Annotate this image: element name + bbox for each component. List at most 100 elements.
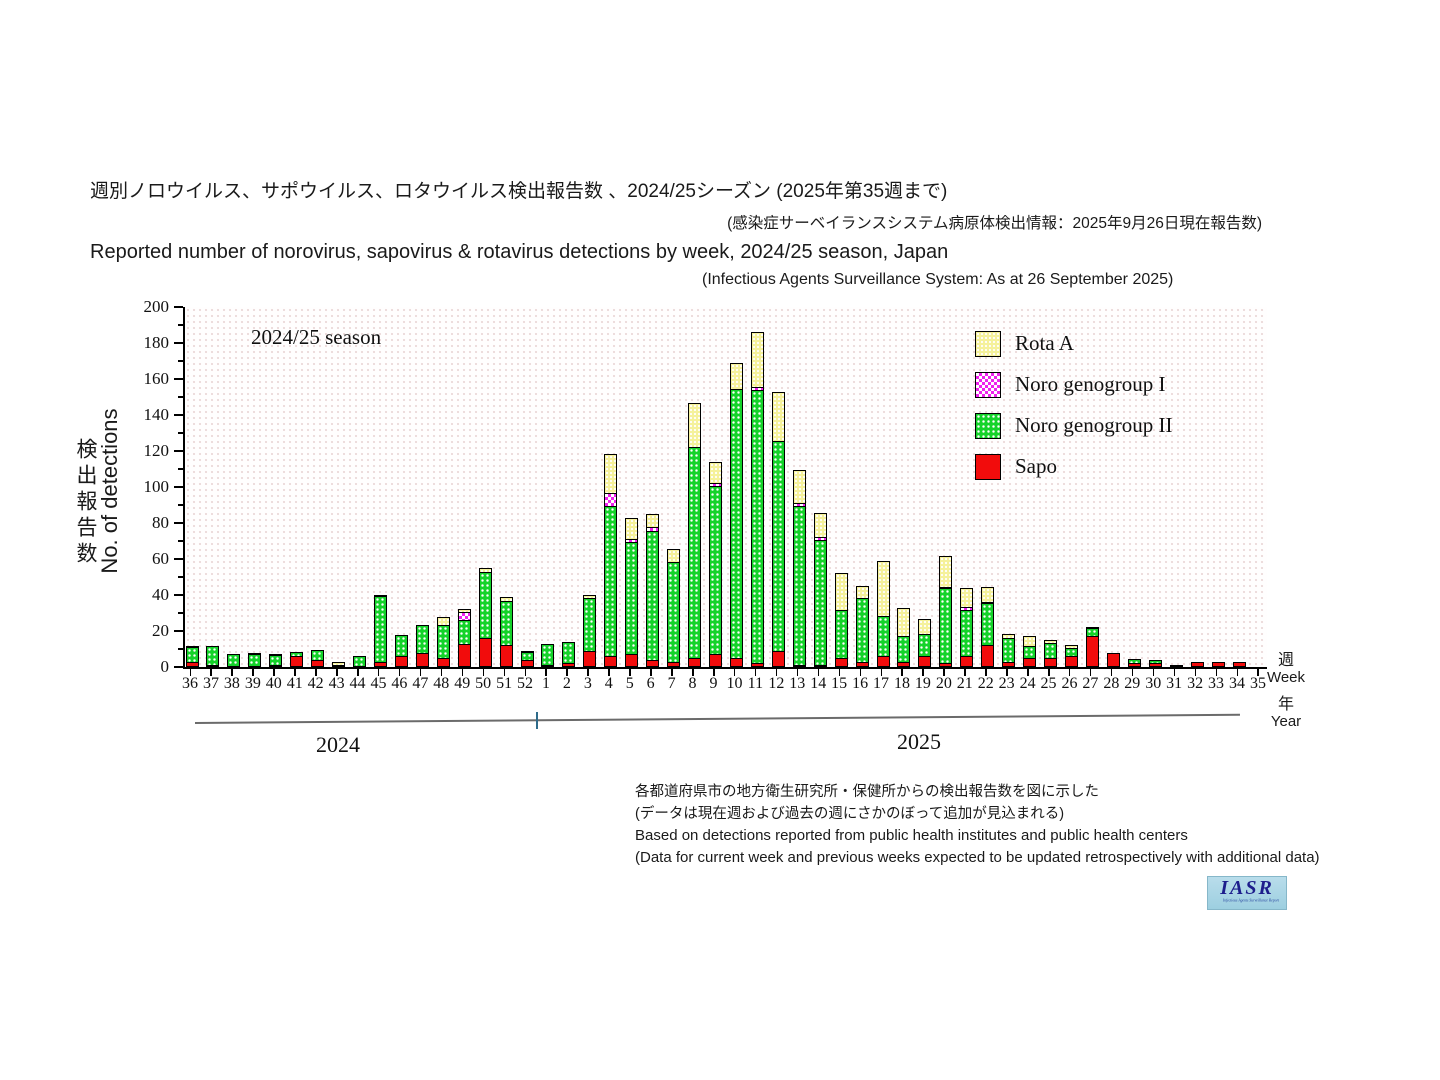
bar-week-3-sapo <box>583 651 597 667</box>
bar-week-39-gi <box>248 653 262 655</box>
footnote-en-1: Based on detections reported from public… <box>635 827 1188 844</box>
x-axis-label-w44: 44 <box>349 675 366 692</box>
x-axis-label-w46: 46 <box>391 675 408 692</box>
x-axis-tick-w19 <box>922 669 924 676</box>
y-axis-label-160: 160 <box>143 369 170 388</box>
y-axis-tick-180 <box>174 342 183 344</box>
x-axis-tick-w4 <box>608 669 610 676</box>
bar-week-17-gii <box>876 616 890 657</box>
y-axis-tick-140 <box>174 414 183 416</box>
bar-week-12-sapo <box>771 651 785 667</box>
bar-week-3-gii <box>583 598 597 652</box>
y-axis-label-20: 20 <box>152 621 169 640</box>
y-axis-label-180: 180 <box>143 333 170 352</box>
y-axis-tick-190 <box>178 324 183 326</box>
bar-week-15-rota <box>834 573 848 611</box>
bar-week-45-gii <box>373 596 387 663</box>
x-axis-label-w20: 20 <box>935 675 952 692</box>
x-axis-label-w21: 21 <box>956 675 973 692</box>
bar-week-6-rota <box>646 514 660 528</box>
x-axis-tick-w48 <box>440 669 443 676</box>
bar-week-5-sapo <box>625 654 639 667</box>
legend-label-sapo: Sapo <box>1015 454 1057 478</box>
bar-week-40-gii <box>269 655 283 666</box>
x-axis-tick-w23 <box>1006 669 1008 676</box>
y-axis-tick-120 <box>174 450 183 452</box>
x-axis-label-w4: 4 <box>604 675 613 692</box>
bar-week-32-sapo <box>1190 662 1204 667</box>
bar-week-20-rota <box>939 556 953 588</box>
bar-week-42-sapo <box>311 660 325 667</box>
x-axis-tick-w47 <box>419 669 422 676</box>
y-axis-label-120: 120 <box>143 441 170 460</box>
x-axis-tick-w37 <box>210 669 212 676</box>
x-axis-label-w25: 25 <box>1040 675 1057 692</box>
bar-week-10-gii <box>729 389 743 659</box>
legend-swatch-rota-a <box>975 330 1001 357</box>
bar-week-22-gii <box>981 603 995 646</box>
bar-week-4-gi <box>604 493 618 507</box>
bar-week-27-rota <box>1085 627 1099 629</box>
bar-week-52-sapo <box>520 660 534 667</box>
bar-week-17-sapo <box>876 656 890 667</box>
bar-week-5-rota <box>625 518 639 540</box>
x-axis-tick-w46 <box>398 669 401 676</box>
bar-week-21-sapo <box>960 656 974 667</box>
x-axis-label-w45: 45 <box>370 675 387 692</box>
x-axis-label-w14: 14 <box>810 675 827 692</box>
x-axis-tick-w25 <box>1048 669 1050 676</box>
y-axis-label-0: 0 <box>160 657 170 676</box>
bar-week-14-rota <box>813 513 827 538</box>
bar-week-15-sapo <box>834 658 848 667</box>
y-axis-title-english: No. of detections <box>97 408 122 574</box>
bar-week-51-sapo <box>499 645 513 667</box>
x-axis-tick-w15 <box>838 669 841 676</box>
x-axis-label-w27: 27 <box>1082 675 1099 692</box>
footnotes: 各都道府県市の地方衛生研究所・保健所からの検出報告数を図に示した (データは現在… <box>635 781 1320 869</box>
x-axis-tick-w43 <box>336 669 338 676</box>
x-axis-tick-w7 <box>671 669 673 676</box>
x-axis-tick-w38 <box>231 669 233 676</box>
x-axis-label-w8: 8 <box>688 675 697 692</box>
title-english: Reported number of norovirus, sapovirus … <box>90 241 949 263</box>
week-label-english: Week <box>1266 669 1306 686</box>
x-axis-tick-w2 <box>566 669 568 676</box>
y-axis-tick-40 <box>174 594 183 596</box>
bar-week-37-gii <box>206 646 220 666</box>
x-axis-label-w33: 33 <box>1208 675 1225 692</box>
x-axis-label-w17: 17 <box>873 675 890 692</box>
y-axis-tick-160 <box>174 378 183 380</box>
bar-week-40-gi <box>269 654 283 656</box>
y-axis-tick-150 <box>178 396 183 398</box>
x-axis-tick-w45 <box>377 669 380 676</box>
bar-week-50-sapo <box>478 638 492 667</box>
x-axis-label-w7: 7 <box>667 675 676 692</box>
x-axis-tick-w18 <box>901 669 903 676</box>
x-axis-tick-w16 <box>859 669 862 676</box>
x-axis-tick-w11 <box>754 669 757 676</box>
x-axis-label-w12: 12 <box>768 675 785 692</box>
x-axis-label-w34: 34 <box>1229 675 1245 692</box>
bar-week-6-sapo <box>646 660 660 667</box>
y-axis-tick-100 <box>174 486 183 488</box>
x-axis-tick-w22 <box>985 669 987 676</box>
iasr-logo-text: IASR <box>1220 877 1274 899</box>
x-axis-tick-w6 <box>650 669 652 676</box>
x-axis-tick-w24 <box>1027 669 1029 676</box>
bar-week-29-gii <box>1127 659 1141 664</box>
bar-week-49-gii <box>457 620 471 645</box>
bar-week-16-rota <box>855 586 869 599</box>
legend-swatch-noro-genogroup-1 <box>975 371 1001 398</box>
x-axis-label-w41: 41 <box>286 675 303 692</box>
plot-area: 2024/25 season Rota A Noro genogroup I N… <box>183 307 1267 669</box>
bar-week-38-gii <box>227 654 241 667</box>
footnote-jp-1: 各都道府県市の地方衛生研究所・保健所からの検出報告数を図に示した <box>635 784 1099 800</box>
x-axis-label-w19: 19 <box>914 675 931 692</box>
year-label-2025: 2025 <box>897 729 941 754</box>
x-axis-tick-w39 <box>252 669 254 676</box>
x-axis-tick-w17 <box>880 669 883 676</box>
y-axis-label-140: 140 <box>143 405 170 424</box>
y-axis-tick-170 <box>178 360 183 362</box>
bar-week-47-gii <box>415 625 429 654</box>
x-axis-tick-w36 <box>189 669 191 676</box>
